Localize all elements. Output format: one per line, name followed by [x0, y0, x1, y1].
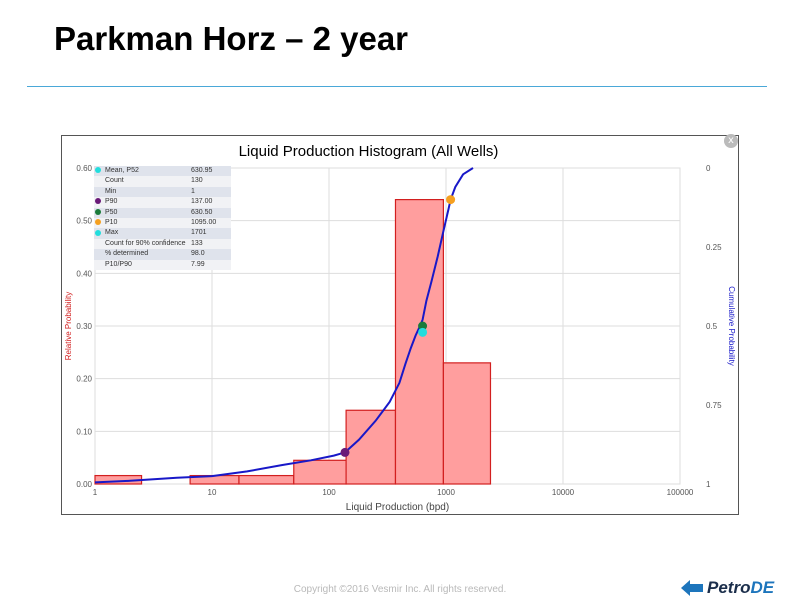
logo-part-petro: Petro: [707, 578, 751, 597]
histogram-bar: [394, 199, 444, 485]
cumulative-probability-line: [94, 167, 474, 484]
stats-label: Min: [103, 186, 189, 198]
marker-p50: [418, 321, 428, 331]
marker-dot-icon: [95, 167, 101, 174]
stats-row: Min 1: [94, 186, 231, 198]
stats-marker-cell: [94, 249, 103, 260]
stats-value: 7.99: [189, 259, 231, 271]
stats-value: 1095.00: [189, 218, 231, 229]
stats-row: P10/P90 7.99: [94, 259, 231, 271]
y-tick-label: 0.00: [76, 480, 92, 489]
y-tick-label: 0.30: [76, 322, 92, 331]
stats-marker-cell: [94, 228, 103, 239]
y2-tick-label: 0.25: [706, 243, 722, 252]
logo-part-de: DE: [750, 578, 775, 597]
stats-label: P10/P90: [103, 259, 189, 271]
marker-mean: [418, 327, 428, 337]
stats-value: 630.50: [189, 207, 231, 219]
stats-label: % determined: [103, 249, 189, 260]
stats-marker-cell: [94, 166, 103, 177]
stats-value: 130: [189, 176, 231, 187]
marker-p90: [340, 447, 350, 457]
stats-row: Mean, P52 630.95: [94, 166, 231, 177]
statistics-table: Mean, P52 630.95 Count 130 Min 1 P90 137.00 P50 6…: [94, 166, 231, 271]
stats-marker-cell: [94, 176, 103, 187]
stats-row: Count 130: [94, 176, 231, 187]
logo-arrow-icon: [681, 580, 703, 596]
stats-value: 137.00: [189, 197, 231, 208]
stats-row: P50 630.50: [94, 207, 231, 219]
stats-row: P10 1095.00: [94, 218, 231, 229]
histogram-bar: [345, 409, 397, 485]
stats-row: Count for 90% confidence 133: [94, 238, 231, 250]
stats-marker-cell: [94, 218, 103, 229]
stats-label: Count for 90% confidence: [103, 238, 189, 250]
close-icon[interactable]: x: [724, 134, 738, 148]
x-axis-label: Liquid Production (bpd): [346, 502, 449, 513]
x-tick-label: 1000: [437, 488, 455, 497]
x-tick-label: 100: [322, 488, 336, 497]
stats-label: P90: [103, 197, 189, 208]
copyright-footer: Copyright ©2016 Vesmir Inc. All rights r…: [293, 584, 507, 595]
title-divider: [27, 86, 767, 87]
chart-title: Liquid Production Histogram (All Wells): [238, 143, 499, 160]
slide-title: Parkman Horz – 2 year: [54, 20, 409, 57]
y-tick-label: 0.20: [76, 375, 92, 384]
x-tick-label: 1: [93, 488, 98, 497]
stats-value: 98.0: [189, 249, 231, 260]
x-tick-label: 10000: [552, 488, 575, 497]
stats-label: P50: [103, 207, 189, 219]
logo-wordmark: PetroDE: [707, 578, 774, 598]
stats-label: Mean, P52: [103, 166, 189, 177]
y2-tick-label: 0: [706, 164, 711, 173]
stats-label: P10: [103, 218, 189, 229]
stats-marker-cell: [94, 207, 103, 219]
y-tick-label: 0.10: [76, 427, 92, 436]
stats-row: % determined 98.0: [94, 249, 231, 260]
marker-dot-icon: [95, 219, 101, 226]
histogram-bar: [238, 474, 295, 485]
stats-marker-cell: [94, 259, 103, 271]
stats-value: 1: [189, 186, 231, 198]
x-tick-label: 10: [208, 488, 217, 497]
histogram-bar: [442, 362, 492, 485]
marker-dot-icon: [95, 198, 101, 205]
histogram-bar: [293, 459, 347, 485]
x-tick-label: 100000: [667, 488, 694, 497]
y-tick-label: 0.40: [76, 269, 92, 278]
y2-tick-label: 1: [706, 480, 711, 489]
y2-tick-label: 0.5: [706, 322, 718, 331]
y2-tick-label: 0.75: [706, 401, 722, 410]
marker-dot-icon: [95, 208, 101, 215]
stats-marker-cell: [94, 238, 103, 250]
marker-dot-icon: [95, 229, 101, 236]
y-axis-label: Relative Probability: [64, 292, 73, 360]
stats-row: P90 137.00: [94, 197, 231, 208]
stats-marker-cell: [94, 197, 103, 208]
y-tick-label: 0.60: [76, 164, 92, 173]
stats-value: 1701: [189, 228, 231, 239]
y2-axis-label: Cumulative Probability: [727, 286, 736, 366]
stats-row: Max 1701: [94, 228, 231, 239]
stats-label: Count: [103, 176, 189, 187]
y-tick-label: 0.50: [76, 217, 92, 226]
stats-value: 133: [189, 238, 231, 250]
stats-value: 630.95: [189, 166, 231, 177]
stats-marker-cell: [94, 186, 103, 198]
marker-p10: [446, 195, 456, 205]
stats-label: Max: [103, 228, 189, 239]
